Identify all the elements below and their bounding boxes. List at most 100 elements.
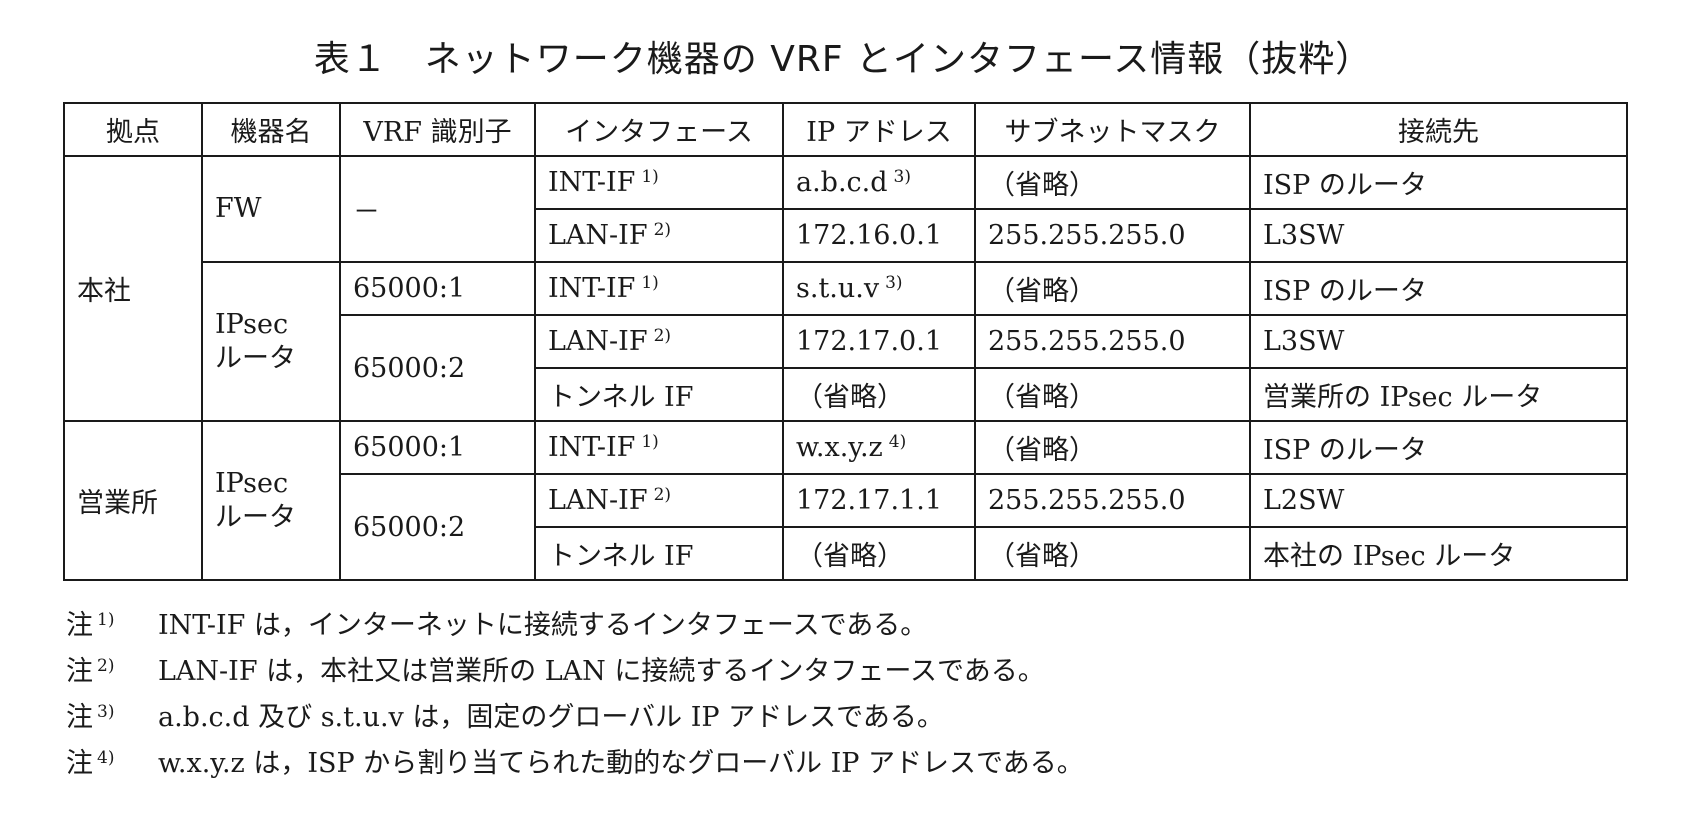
footnote-mark: 注	[66, 656, 93, 687]
vrf-interface-table: 拠点 機器名 VRF 識別子 インタフェース IP アドレス サブネットマスク …	[63, 102, 1628, 581]
interface-cell: INT-IF 1)	[534, 155, 784, 210]
vrf-id-cell: 65000:1	[339, 420, 536, 475]
footnote: 注 3) a.b.c.d 及び s.t.u.v は，固定のグローバル IP アドレ…	[66, 695, 1084, 741]
destination-cell: ISP のルータ	[1249, 261, 1628, 316]
header-row: 拠点 機器名 VRF 識別子 インタフェース IP アドレス サブネットマスク …	[63, 102, 1628, 157]
footnote-text: INT-IF は，インターネットに接続するインタフェースである。	[158, 610, 928, 641]
table-row: 本社 FW － INT-IF 1) a.b.c.d 3) （省略） ISP のルータ	[63, 155, 1628, 422]
destination-cell: ISP のルータ	[1249, 155, 1628, 210]
interface-footnote-ref: 2)	[653, 485, 672, 505]
interface-name: LAN-IF	[548, 485, 648, 516]
ip-cell: （省略）	[782, 526, 976, 581]
interface-cell: LAN-IF 2)	[534, 473, 784, 528]
ip-footnote-ref: 3)	[893, 167, 911, 187]
footnote-number: 2)	[97, 656, 115, 676]
interface-cell: INT-IF 1)	[534, 261, 784, 316]
mask-cell: 255.255.255.0	[974, 473, 1251, 528]
mask-cell: 255.255.255.0	[974, 208, 1251, 263]
table-row: LAN-IF 2) 172.16.0.1 255.255.255.0 L3SW	[64, 208, 1628, 263]
interface-name: LAN-IF	[548, 220, 648, 251]
table-row: IPsec ルータ 65000:1 INT-IF 1) s.t.u.v 3) （省略）…	[64, 261, 1628, 422]
ip-cell: w.x.y.z 4)	[782, 420, 976, 475]
header-vrf-id: VRF 識別子	[339, 102, 536, 157]
header-site: 拠点	[63, 102, 203, 157]
interface-name: INT-IF	[548, 432, 636, 463]
footnote-label: 注 2)	[66, 649, 158, 688]
footnote-mark: 注	[66, 748, 93, 779]
device-name-line: IPsec	[215, 467, 289, 499]
device-name-line: ルータ	[215, 501, 296, 533]
device-name-line: FW	[215, 193, 262, 225]
table-row: 65000:2 LAN-IF 2) 172.17.0.1 255.255.255.…	[64, 314, 1628, 422]
ip-cell: a.b.c.d 3)	[782, 155, 976, 210]
interface-cell: トンネル IF	[534, 367, 784, 422]
ip-cell: 172.16.0.1	[782, 208, 976, 263]
interface-name: LAN-IF	[548, 326, 648, 357]
interface-name: INT-IF	[548, 273, 636, 304]
interface-cell: トンネル IF	[534, 526, 784, 581]
ip-cell: 172.17.1.1	[782, 473, 976, 528]
destination-cell: 本社の IPsec ルータ	[1249, 526, 1628, 581]
vrf-id-cell: 65000:2	[339, 314, 536, 422]
interface-cell: LAN-IF 2)	[534, 208, 784, 263]
table-row: 営業所 IPsec ルータ 65000:1 INT-IF 1) w.x.y.z 4) …	[63, 420, 1628, 581]
interface-footnote-ref: 1)	[641, 273, 659, 293]
ip-address: a.b.c.d	[796, 167, 888, 198]
footnote-number: 3)	[97, 702, 115, 722]
destination-cell: ISP のルータ	[1249, 420, 1628, 475]
destination-cell: L2SW	[1249, 473, 1628, 528]
footnote-number: 4)	[97, 748, 115, 768]
ip-cell: s.t.u.v 3)	[782, 261, 976, 316]
header-device: 機器名	[201, 102, 341, 157]
interface-cell: LAN-IF 2)	[534, 314, 784, 369]
footnote: 注 1) INT-IF は，インターネットに接続するインタフェースである。	[66, 603, 1084, 649]
table-row: トンネル IF （省略） （省略） 営業所の IPsec ルータ	[64, 367, 1628, 422]
destination-cell: L3SW	[1249, 314, 1628, 369]
footnote-text: w.x.y.z は，ISP から割り当てられた動的なグローバル IP アドレスで…	[158, 748, 1084, 779]
mask-cell: （省略）	[974, 420, 1251, 475]
footnote-label: 注 1)	[66, 603, 158, 642]
vrf-id-cell: 65000:2	[339, 473, 536, 581]
footnote-mark: 注	[66, 702, 93, 733]
footnote: 注 4) w.x.y.z は，ISP から割り当てられた動的なグローバル IP ア…	[66, 741, 1084, 787]
vrf-id-cell: －	[339, 155, 536, 263]
device-cell: IPsec ルータ	[201, 420, 341, 581]
header-interface: インタフェース	[534, 102, 784, 157]
table-row: トンネル IF （省略） （省略） 本社の IPsec ルータ	[64, 526, 1628, 581]
destination-cell: L3SW	[1249, 208, 1628, 263]
table-row: 65000:2 LAN-IF 2) 172.17.1.1 255.255.255.…	[64, 473, 1628, 581]
mask-cell: （省略）	[974, 367, 1251, 422]
ip-address: s.t.u.v	[796, 273, 880, 304]
footnote-text: a.b.c.d 及び s.t.u.v は，固定のグローバル IP アドレスである…	[158, 702, 944, 733]
destination-cell: 営業所の IPsec ルータ	[1249, 367, 1628, 422]
vrf-id-cell: 65000:1	[339, 261, 536, 316]
footnote-label: 注 3)	[66, 695, 158, 734]
ip-footnote-ref: 3)	[885, 273, 903, 293]
device-cell: FW	[201, 155, 341, 263]
footnotes: 注 1) INT-IF は，インターネットに接続するインタフェースである。 注 2)…	[66, 603, 1084, 787]
site-cell: 本社	[63, 155, 203, 422]
interface-name: INT-IF	[548, 167, 636, 198]
device-name-line: IPsec	[215, 308, 289, 340]
ip-footnote-ref: 4)	[888, 432, 907, 452]
footnote-label: 注 4)	[66, 741, 158, 780]
interface-footnote-ref: 1)	[641, 432, 659, 452]
mask-cell: （省略）	[974, 261, 1251, 316]
device-cell: IPsec ルータ	[201, 261, 341, 422]
header-ip-address: IP アドレス	[782, 102, 976, 157]
interface-cell: INT-IF 1)	[534, 420, 784, 475]
header-destination: 接続先	[1249, 102, 1628, 157]
header-subnet-mask: サブネットマスク	[974, 102, 1251, 157]
table-title: 表１ ネットワーク機器の VRF とインタフェース情報（抜粋）	[313, 39, 1373, 80]
ip-cell: （省略）	[782, 367, 976, 422]
mask-cell: （省略）	[974, 526, 1251, 581]
mask-cell: 255.255.255.0	[974, 314, 1251, 369]
footnote: 注 2) LAN-IF は，本社又は営業所の LAN に接続するインタフェースであ…	[66, 649, 1084, 695]
mask-cell: （省略）	[974, 155, 1251, 210]
footnote-mark: 注	[66, 610, 93, 641]
device-name-line: ルータ	[215, 342, 296, 374]
footnote-number: 1)	[97, 610, 115, 630]
interface-footnote-ref: 2)	[653, 220, 672, 240]
footnote-text: LAN-IF は，本社又は営業所の LAN に接続するインタフェースである。	[158, 656, 1045, 687]
ip-address: w.x.y.z	[796, 432, 883, 463]
